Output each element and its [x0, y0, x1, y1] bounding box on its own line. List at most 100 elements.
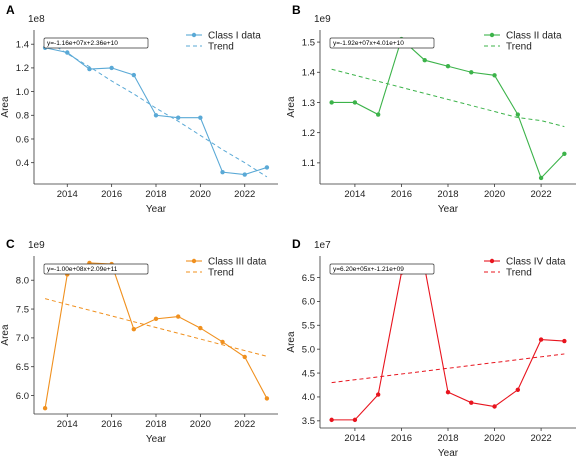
y-tick-label: 1.2: [302, 128, 315, 139]
x-axis-title: Year: [146, 204, 167, 215]
x-tick-label: 2016: [391, 189, 412, 200]
data-point: [375, 112, 381, 117]
x-tick-label: 2018: [437, 189, 458, 200]
data-point: [153, 316, 159, 322]
axis-multiplier: 1e9: [28, 240, 45, 251]
data-point: [562, 338, 567, 344]
data-point: [220, 169, 225, 175]
x-tick-label: 2014: [57, 189, 78, 200]
panel-b: B 1.1 1.2 1.3 1.4 1.5 2014 2016 2018 2020 2022 1e9 Y…: [286, 3, 576, 215]
equation-box: [43, 37, 149, 49]
data-point: [131, 72, 137, 78]
panel-a: A 0.4 0.6 0.8 1.0 1.2 1.4 2014 2016 2018 2020 2022 1…: [0, 3, 278, 215]
y-tick-label: 1.4: [302, 68, 315, 79]
trend-line: [331, 353, 565, 384]
x-tick-label: 2016: [101, 419, 122, 430]
legend-label-trend: Trend: [506, 268, 532, 279]
y-axis-title: Area: [286, 331, 297, 353]
equation-box: [329, 263, 435, 275]
data-point: [109, 65, 114, 71]
legend-label-data: Class IV data: [506, 257, 566, 268]
data-point: [515, 112, 521, 117]
legend-marker: [191, 32, 197, 38]
data-point: [131, 327, 137, 332]
data-point: [175, 314, 181, 319]
data-point: [87, 66, 92, 72]
legend-label-data: Class II data: [506, 31, 562, 42]
data-point: [65, 50, 70, 55]
data-point: [42, 406, 48, 411]
x-tick-label: 2022: [234, 189, 255, 200]
y-tick-label: 6.5: [302, 273, 315, 284]
legend-label-data: Class I data: [208, 31, 261, 42]
trend-line: [44, 39, 268, 178]
y-tick-label: 6.5: [16, 362, 29, 373]
data-line: [331, 38, 565, 179]
legend-label-trend: Trend: [208, 268, 234, 279]
axis-multiplier: 1e7: [314, 240, 331, 251]
data-line: [44, 47, 268, 176]
data-point: [492, 404, 497, 409]
x-tick-label: 2020: [190, 189, 211, 200]
y-tick-label: 1.4: [16, 40, 29, 51]
panel-c: C 6.0 6.5 7.0 7.5 8.0 2014 2016 2018 2020 2022 1e9 Y…: [0, 237, 278, 445]
panel-letter: B: [292, 3, 301, 17]
x-tick-label: 2020: [190, 419, 211, 430]
x-tick-label: 2014: [57, 419, 78, 430]
x-tick-label: 2022: [234, 419, 255, 430]
equation-text: y=6.20e+05x+-1.21e+09: [333, 266, 404, 273]
legend-label-trend: Trend: [506, 42, 532, 53]
data-point: [492, 73, 497, 78]
equation-box: [329, 37, 435, 49]
legend-marker: [191, 258, 197, 264]
x-tick-label: 2014: [344, 189, 365, 200]
data-point: [538, 337, 544, 342]
equation-box: [43, 263, 149, 275]
y-tick-label: 5.0: [302, 344, 315, 355]
data-point: [422, 57, 427, 63]
y-tick-label: 3.5: [302, 416, 315, 427]
panel-letter: C: [6, 237, 15, 251]
panel-letter: A: [6, 3, 15, 17]
y-tick-label: 1.1: [302, 158, 315, 169]
x-axis-title: Year: [146, 434, 167, 445]
y-tick-label: 4.5: [302, 368, 315, 379]
data-point: [538, 175, 544, 181]
y-tick-label: 4.0: [302, 392, 315, 403]
data-point: [153, 113, 159, 118]
y-axis-title: Area: [0, 324, 11, 346]
y-tick-label: 5.5: [302, 321, 315, 332]
data-line: [44, 262, 268, 409]
data-point: [469, 400, 474, 405]
y-tick-label: 0.8: [16, 111, 29, 122]
y-axis-title: Area: [0, 96, 11, 118]
data-point: [264, 396, 270, 401]
equation-text: y=-1.92e+07x+4.01e+10: [333, 40, 404, 47]
y-tick-label: 1.3: [302, 98, 315, 109]
y-tick-label: 8.0: [16, 276, 29, 287]
x-axis-title: Year: [438, 448, 459, 459]
y-tick-label: 6.0: [302, 297, 315, 308]
data-point: [242, 172, 247, 177]
x-tick-label: 2020: [484, 189, 505, 200]
data-point: [198, 325, 203, 331]
data-point: [264, 165, 270, 170]
data-point: [445, 64, 451, 69]
data-point: [329, 100, 334, 105]
x-tick-label: 2016: [101, 189, 122, 200]
equation-text: y=-1.16e+07x+2.36e+10: [47, 40, 118, 47]
data-point: [242, 354, 247, 360]
y-tick-label: 1.2: [16, 63, 29, 74]
y-tick-label: 1.0: [16, 87, 29, 98]
y-axis-title: Area: [286, 96, 297, 118]
legend-label-data: Class III data: [208, 257, 267, 268]
data-line: [331, 267, 565, 421]
data-point: [445, 389, 451, 395]
legend-label-trend: Trend: [208, 42, 234, 53]
y-tick-label: 1.5: [302, 37, 315, 48]
data-point: [515, 387, 521, 392]
x-tick-label: 2018: [145, 189, 166, 200]
trend-line: [331, 68, 565, 128]
data-point: [375, 392, 381, 397]
